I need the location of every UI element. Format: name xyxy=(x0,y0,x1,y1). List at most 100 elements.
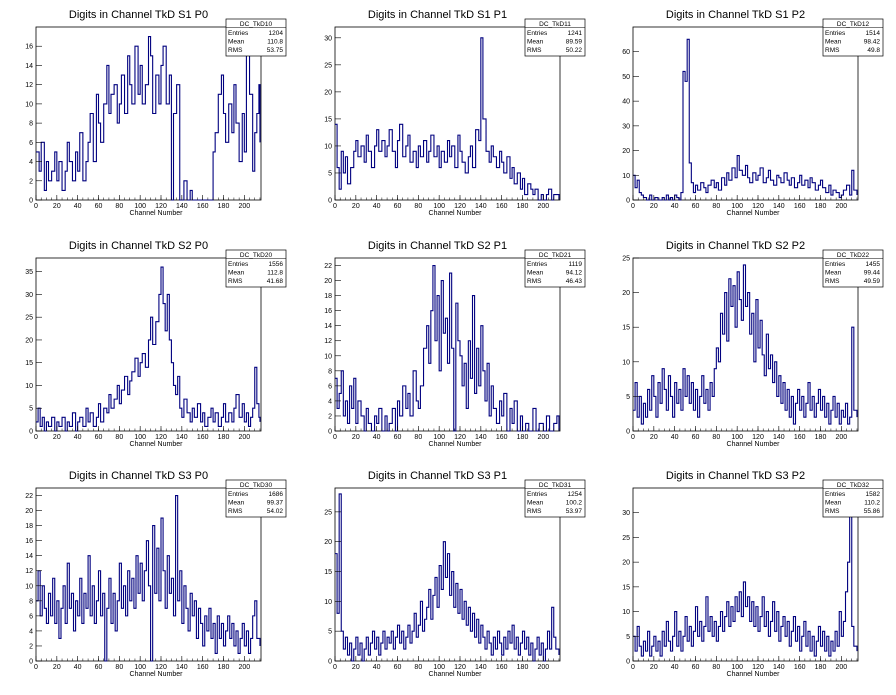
plot-frame xyxy=(35,257,262,432)
histogram-series xyxy=(36,494,261,662)
x-tick-label: 200 xyxy=(835,434,847,441)
stats-label: Mean xyxy=(527,270,544,277)
plot-frame xyxy=(334,26,561,201)
x-tick-label: 140 xyxy=(773,203,785,210)
y-tick-label: 30 xyxy=(622,123,630,130)
x-tick-label: 200 xyxy=(238,434,250,441)
y-tick-label: 20 xyxy=(622,290,630,297)
y-tick-label: 10 xyxy=(622,609,630,616)
y-tick-label: 2 xyxy=(29,643,33,650)
x-tick-label: 60 xyxy=(692,203,700,210)
x-tick-label: 0 xyxy=(333,664,337,671)
stats-value: 41.68 xyxy=(267,278,284,285)
stats-value: 1556 xyxy=(269,261,284,268)
stats-value: 53.97 xyxy=(566,508,583,515)
stats-label: RMS xyxy=(825,508,840,515)
x-tick-label: 40 xyxy=(373,203,381,210)
x-tick-label: 60 xyxy=(692,664,700,671)
stats-label: Entries xyxy=(527,261,548,268)
stats-label: RMS xyxy=(228,278,243,285)
y-tick-label: 6 xyxy=(29,613,33,620)
stats-value: 110.2 xyxy=(864,500,880,507)
x-tick-label: 180 xyxy=(815,664,827,671)
x-tick-label: 0 xyxy=(34,203,38,210)
y-tick-label: 0 xyxy=(328,198,332,205)
x-tick-label: 60 xyxy=(394,664,402,671)
y-tick-label: 10 xyxy=(25,383,33,390)
plot-frame xyxy=(334,257,561,432)
x-tick-label: 140 xyxy=(176,664,188,671)
stats-value: 1254 xyxy=(568,491,583,498)
x-tick-label: 40 xyxy=(373,434,381,441)
x-tick-label: 200 xyxy=(835,203,847,210)
y-tick-label: 10 xyxy=(25,583,33,590)
x-tick-label: 0 xyxy=(333,434,337,441)
y-tick-label: 14 xyxy=(25,553,33,560)
x-tick-label: 60 xyxy=(394,203,402,210)
x-tick-label: 100 xyxy=(433,203,445,210)
x-tick-label: 20 xyxy=(53,203,61,210)
stats-box xyxy=(524,18,586,57)
y-tick-label: 22 xyxy=(25,493,33,500)
x-tick-label: 40 xyxy=(74,203,82,210)
chart-title: Digits in Channel TkD S2 P0 xyxy=(69,240,208,252)
y-tick-label: 20 xyxy=(324,278,332,285)
y-tick-label: 2 xyxy=(328,413,332,420)
y-tick-label: 2 xyxy=(29,178,33,185)
x-tick-label: 20 xyxy=(352,664,360,671)
x-tick-label: 100 xyxy=(731,203,743,210)
y-tick-label: 5 xyxy=(29,406,33,413)
x-tick-label: 140 xyxy=(176,203,188,210)
y-tick-label: 5 xyxy=(328,629,332,636)
stats-name: DC_TkD20 xyxy=(240,252,273,259)
y-tick-label: 8 xyxy=(328,368,332,375)
plot-frame xyxy=(632,26,859,201)
stats-label: Entries xyxy=(228,261,249,268)
stats-value: 100.2 xyxy=(566,500,583,507)
histogram-panel: Digits in Channel TkD S1 P20 20 40 60 80 100 1… xyxy=(622,9,884,217)
y-tick-label: 40 xyxy=(622,99,630,106)
x-tick-label: 180 xyxy=(218,664,230,671)
stats-name: DC_TkD21 xyxy=(539,252,572,259)
x-tick-label: 80 xyxy=(712,664,720,671)
stats-box xyxy=(225,479,287,518)
y-tick-label: 10 xyxy=(622,173,630,180)
x-tick-label: 120 xyxy=(752,434,764,441)
x-axis-label: Channel Number xyxy=(130,441,184,448)
histogram-panel: Digits in Channel TkD S2 P10 20 40 60 80 100 1… xyxy=(324,240,586,448)
y-tick-label: 10 xyxy=(324,599,332,606)
x-tick-label: 180 xyxy=(815,434,827,441)
x-tick-label: 80 xyxy=(414,434,422,441)
y-tick-label: 4 xyxy=(328,398,332,405)
x-tick-label: 100 xyxy=(433,434,445,441)
stats-box xyxy=(524,249,586,288)
x-tick-label: 120 xyxy=(752,664,764,671)
y-tick-label: 30 xyxy=(25,292,33,299)
x-tick-label: 0 xyxy=(631,203,635,210)
x-tick-label: 20 xyxy=(53,664,61,671)
y-tick-label: 0 xyxy=(328,429,332,436)
stats-label: Entries xyxy=(825,261,846,268)
x-tick-label: 20 xyxy=(650,434,658,441)
histogram-panel: Digits in Channel TkD S2 P00 20 40 60 80 100 1… xyxy=(25,240,287,448)
x-tick-label: 160 xyxy=(197,203,209,210)
y-tick-label: 12 xyxy=(25,568,33,575)
stats-value: 49.8 xyxy=(867,47,880,54)
y-tick-label: 8 xyxy=(29,598,33,605)
x-tick-label: 80 xyxy=(115,664,123,671)
x-tick-label: 180 xyxy=(517,434,529,441)
x-tick-label: 40 xyxy=(373,664,381,671)
x-tick-label: 140 xyxy=(475,664,487,671)
x-tick-label: 160 xyxy=(496,203,508,210)
x-tick-label: 160 xyxy=(794,203,806,210)
y-tick-label: 60 xyxy=(622,49,630,56)
x-tick-label: 180 xyxy=(815,203,827,210)
x-tick-label: 180 xyxy=(517,203,529,210)
x-tick-label: 80 xyxy=(115,203,123,210)
x-tick-label: 120 xyxy=(454,664,466,671)
chart-title: Digits in Channel TkD S2 P2 xyxy=(666,240,805,252)
x-tick-label: 160 xyxy=(197,664,209,671)
x-axis-label: Channel Number xyxy=(429,671,483,678)
y-tick-label: 6 xyxy=(328,383,332,390)
